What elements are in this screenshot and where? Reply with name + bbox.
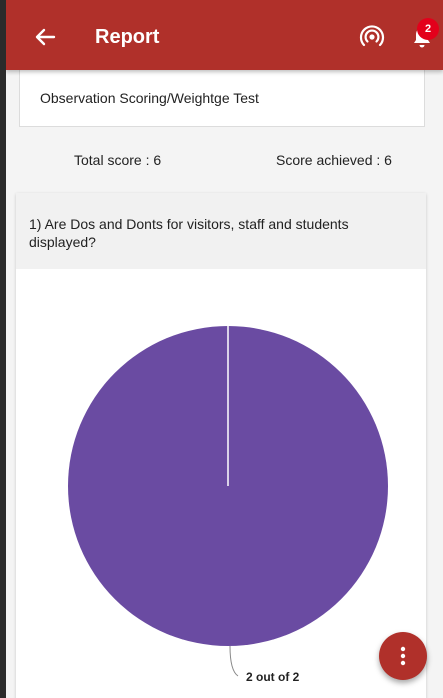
page-title: Report (95, 26, 160, 48)
slice-label: 2 out of 2 (246, 670, 300, 684)
question-card: 1) Are Dos and Donts for visitors, staff… (16, 193, 426, 698)
more-options-button[interactable] (379, 632, 427, 680)
live-broadcast-icon (359, 25, 385, 47)
notification-count-badge: 2 (417, 18, 439, 40)
question-header: 1) Are Dos and Donts for visitors, staff… (16, 193, 426, 269)
app-bar: Report 2 (6, 0, 443, 70)
report-screen: Report 2 Observation Scoring/Weightge Te… (6, 0, 443, 698)
live-broadcast-button[interactable] (358, 23, 386, 51)
answer-pie-chart: 2 out of 2 (68, 326, 388, 684)
back-button[interactable] (30, 22, 60, 52)
test-name: Observation Scoring/Weightge Test (40, 90, 259, 106)
test-name-card: Observation Scoring/Weightge Test (19, 70, 425, 127)
total-score: Total score : 6 (74, 152, 162, 168)
more-vertical-icon (400, 646, 406, 666)
score-achieved: Score achieved : 6 (276, 152, 392, 168)
arrow-left-icon (35, 28, 56, 46)
question-text: 1) Are Dos and Donts for visitors, staff… (29, 216, 349, 250)
slice-label-leader (229, 645, 239, 677)
